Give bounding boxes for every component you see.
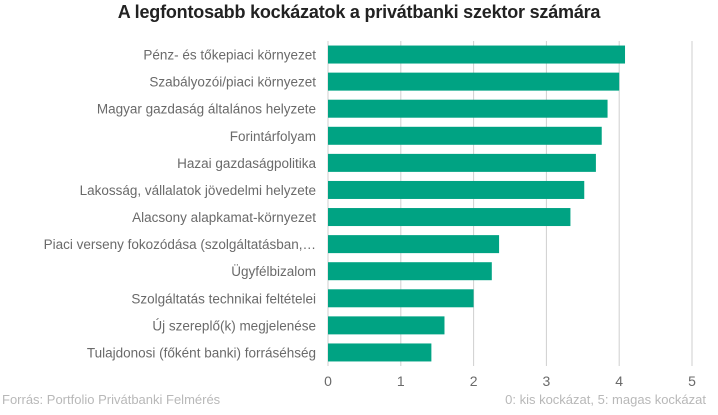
category-label: Új szereplő(k) megjelenése (152, 318, 316, 333)
category-label: Ügyfélbizalom (231, 264, 316, 279)
x-tick-label: 0 (324, 373, 332, 389)
bar[interactable] (328, 343, 432, 362)
bar[interactable] (328, 72, 620, 91)
x-tick-label: 1 (397, 373, 405, 389)
grid-lines (327, 41, 693, 366)
x-tick-label: 4 (615, 373, 623, 389)
bar[interactable] (328, 316, 445, 335)
category-label: Pénz- és tőkepiaci környezet (143, 48, 316, 63)
bar[interactable] (328, 289, 474, 308)
bar[interactable] (328, 153, 596, 172)
category-label: Forintárfolyam (230, 129, 316, 144)
bar[interactable] (328, 208, 571, 227)
category-label: Magyar gazdaság általános helyzete (97, 102, 316, 117)
x-tick-label: 5 (688, 373, 696, 389)
bar[interactable] (328, 99, 608, 118)
category-label: Hazai gazdaságpolitika (177, 156, 316, 171)
bar[interactable] (328, 180, 585, 199)
category-label: Tulajdonosi (főként banki) forráséhség (87, 345, 316, 360)
x-tick-label: 3 (543, 373, 551, 389)
x-tick-label: 2 (470, 373, 478, 389)
bar[interactable] (328, 262, 492, 281)
bar[interactable] (328, 45, 626, 64)
category-label: Piaci verseny fokozódása (szolgáltatásba… (44, 237, 316, 252)
bar[interactable] (328, 126, 602, 145)
bar[interactable] (328, 235, 500, 254)
category-label: Szolgáltatás technikai feltételei (131, 291, 316, 306)
x-axis-ticks: 0 1 2 3 4 5 (324, 373, 696, 389)
bars (328, 45, 626, 362)
scale-note: 0: kis kockázat, 5: magas kockázat (505, 392, 706, 407)
category-label: Alacsony alapkamat-környezet (132, 210, 316, 225)
category-labels: Pénz- és tőkepiaci környezet Szabályozói/… (44, 48, 317, 361)
chart-title: A legfontosabb kockázatok a privátbanki … (117, 2, 601, 22)
category-label: Szabályozói/piaci környezet (149, 75, 316, 90)
source-note: Forrás: Portfolio Privátbanki Felmérés (2, 392, 221, 407)
category-label: Lakosság, vállalatok jövedelmi helyzete (80, 183, 316, 198)
